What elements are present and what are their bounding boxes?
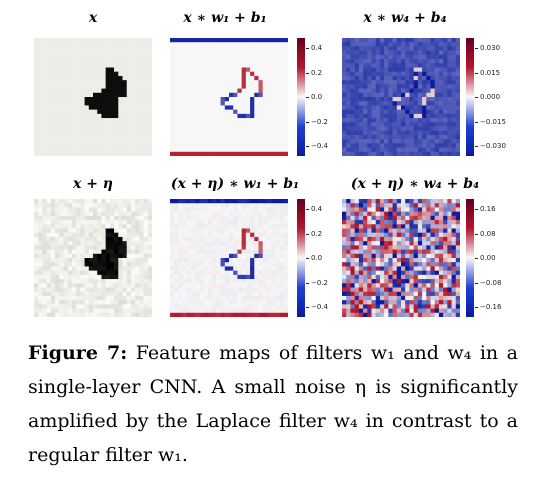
colorbar-tick-label: 0.00 bbox=[475, 254, 496, 262]
panel-title-noisy-conv-w4: (x + η) ∗ w₄ + b₄ bbox=[350, 176, 480, 192]
colorbar-tick-label: 0.4 bbox=[305, 44, 323, 52]
colorbar-tick-label: 0.16 bbox=[475, 205, 496, 213]
feature-map-svg bbox=[170, 38, 288, 156]
panel-title-x: x bbox=[88, 10, 98, 26]
colorbar-tick-label: −0.030 bbox=[475, 142, 506, 150]
feature-map-noisy-w1 bbox=[170, 199, 288, 317]
colorbar-tick-label: −0.2 bbox=[306, 117, 328, 126]
colorbar-x-w4: 0.030 0.015 0.000 −0.015 −0.030 bbox=[466, 38, 506, 156]
colorbar-tick-label: −0.16 bbox=[474, 303, 502, 311]
colorbar-tick-label: 0.08 bbox=[475, 229, 496, 238]
panel-title-x-plus-eta: x + η bbox=[72, 176, 113, 192]
figure-caption: Figure 7: Feature maps of filters w₁ and… bbox=[28, 336, 518, 472]
colorbar-x-w1: 0.4 0.2 0.0 −0.2 −0.4 bbox=[297, 38, 328, 156]
colorbar-tick-label: 0.030 bbox=[474, 44, 501, 52]
feature-map-noisy-w4 bbox=[342, 199, 460, 317]
caption-text: Feature maps of filters w₁ and w₄ in a s… bbox=[28, 342, 518, 466]
feature-map-svg bbox=[34, 199, 152, 317]
feature-map-x-w4 bbox=[342, 38, 460, 156]
colorbar-noisy-w1: 0.4 0.2 0.0 −0.2 −0.4 bbox=[297, 199, 328, 317]
feature-map-svg bbox=[342, 38, 460, 156]
panel-title-x-conv-w1: x ∗ w₁ + b₁ bbox=[183, 10, 267, 26]
colorbar-tick-label: 0.4 bbox=[305, 205, 323, 213]
colorbar-tick-label: 0.2 bbox=[305, 68, 323, 77]
caption-label: Figure 7: bbox=[28, 342, 128, 364]
colorbar-tick-label: −0.4 bbox=[306, 142, 328, 150]
feature-map-svg bbox=[34, 38, 152, 156]
colorbar-tick-label: 0.0 bbox=[305, 254, 323, 262]
feature-map-svg bbox=[170, 199, 288, 317]
colorbar-tick-label: 0.2 bbox=[305, 229, 323, 238]
colorbar-noisy-w4: 0.16 0.08 0.00 −0.08 −0.16 bbox=[466, 199, 501, 317]
image-x bbox=[34, 38, 152, 156]
colorbar-tick-label: −0.2 bbox=[306, 278, 328, 287]
colorbar-tick-label: −0.015 bbox=[475, 117, 506, 126]
panel-title-x-conv-w4: x ∗ w₄ + b₄ bbox=[363, 10, 447, 26]
panel-title-noisy-conv-w1: (x + η) ∗ w₁ + b₁ bbox=[170, 176, 300, 192]
colorbar-tick-label: 0.0 bbox=[305, 93, 323, 101]
image-x-plus-eta bbox=[34, 199, 152, 317]
colorbar-tick-label: 0.015 bbox=[474, 68, 501, 77]
feature-map-svg bbox=[342, 199, 460, 317]
colorbar-tick-label: 0.000 bbox=[474, 93, 501, 101]
colorbar-tick-label: −0.4 bbox=[306, 303, 328, 311]
colorbar-tick-label: −0.08 bbox=[474, 278, 502, 287]
feature-map-x-w1 bbox=[170, 38, 288, 156]
